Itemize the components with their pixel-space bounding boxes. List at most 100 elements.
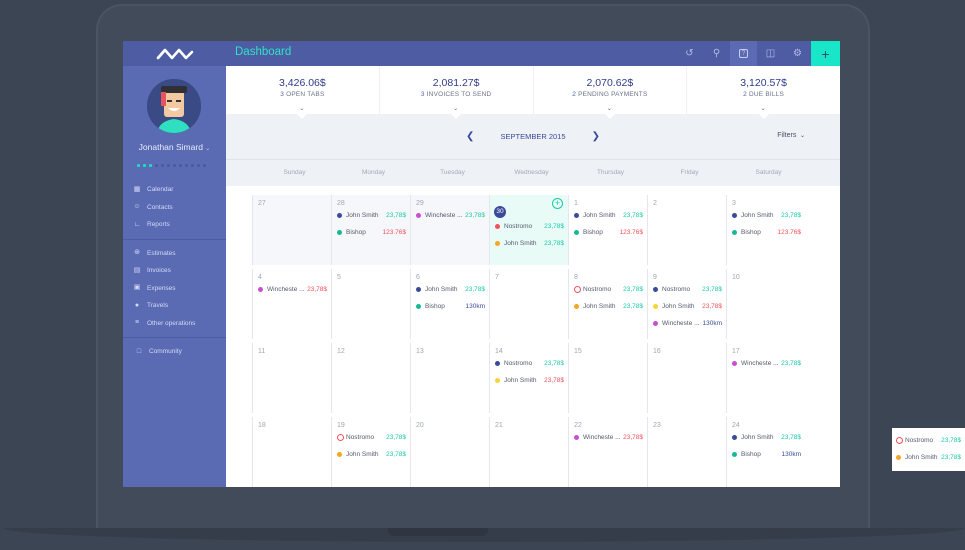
stat-due-bills[interactable]: 3,120.57$ 2 DUE BILLS ⌄ (687, 66, 840, 119)
filters-dropdown[interactable]: Filters ⌄ (777, 132, 805, 139)
calendar-event[interactable]: John Smith 23,78$ (495, 372, 568, 389)
page-dot[interactable] (185, 164, 188, 167)
calendar-event[interactable]: John Smith 23,78$ (337, 207, 410, 224)
calendar-day-cell[interactable]: 20 (410, 417, 489, 487)
calendar-day-cell[interactable]: 6 John Smith 23,78$ Bishop 130km (410, 269, 489, 339)
page-dot[interactable] (179, 164, 182, 167)
calendar-day-cell[interactable]: 24 John Smith 23,78$ Bishop 130km (726, 417, 805, 487)
calendar-event[interactable]: Bishop 123.76$ (337, 224, 410, 241)
calendar-day-cell[interactable]: 18 (252, 417, 331, 487)
calendar-day-cell[interactable]: 27 (252, 195, 331, 265)
sidebar-item-travels[interactable]: ● Travels (123, 297, 226, 315)
calendar-day-cell[interactable]: 16 (647, 343, 726, 413)
calendar-day-cell[interactable]: 14 Nostromo 23,78$ John Smith 23,78$ (489, 343, 568, 413)
avatar[interactable] (147, 79, 201, 133)
page-dot[interactable] (155, 164, 158, 167)
add-event-icon[interactable]: + (552, 198, 563, 209)
page-dot[interactable] (149, 164, 152, 167)
sidebar-item-invoices[interactable]: ▤ Invoices (123, 262, 226, 280)
user-name: Jonathan Simard (138, 142, 203, 152)
calendar-event[interactable]: Wincheste ... 23,78$ (574, 429, 647, 446)
calendar-day-cell[interactable]: +30 Nostromo 23,78$ John Smith 23,78$ (489, 195, 568, 265)
stat-open-tabs[interactable]: 3,426.06$ 3 OPEN TABS ⌄ (226, 66, 380, 119)
calendar-day-cell[interactable]: 12 (331, 343, 410, 413)
sidebar-item-community[interactable]: □ Community (123, 343, 226, 361)
calendar-event[interactable]: John Smith 23,78$ (574, 207, 647, 224)
calendar-event[interactable]: Wincheste ... 23,78$ (732, 355, 805, 372)
calendar-day-cell[interactable]: 3 John Smith 23,78$ Bishop 123.76$ (726, 195, 805, 265)
calendar-day-cell[interactable]: 21 (489, 417, 568, 487)
calendar-day-cell[interactable]: 17 Wincheste ... 23,78$ (726, 343, 805, 413)
prev-month-button[interactable]: ❮ (466, 131, 475, 142)
sidebar-item-calendar[interactable]: ▦ Calendar (123, 181, 226, 199)
logo[interactable] (123, 41, 226, 66)
calendar-day-cell[interactable]: 22 Wincheste ... 23,78$ (568, 417, 647, 487)
calendar-event[interactable]: John Smith 23,78$ (892, 449, 965, 466)
user-menu[interactable]: Jonathan Simard ⌄ (123, 142, 226, 152)
calendar-event[interactable]: Wincheste ... 23,78$ (416, 207, 489, 224)
calendar-day-cell[interactable]: 1 John Smith 23,78$ Bishop 123.76$ (568, 195, 647, 265)
calendar-event[interactable]: Wincheste ... 130km (653, 315, 726, 332)
calendar-day-cell[interactable]: 23 (647, 417, 726, 487)
calendar-event[interactable]: John Smith 23,78$ (732, 429, 805, 446)
calendar-event[interactable]: John Smith 23,78$ (732, 207, 805, 224)
page-dot[interactable] (137, 164, 140, 167)
calendar-event[interactable]: John Smith 23,78$ (416, 281, 489, 298)
calendar-day-cell[interactable]: 9 Nostromo 23,78$ John Smith 23,78$ Wincheste… (647, 269, 726, 339)
calendar-day-cell[interactable]: 11 (252, 343, 331, 413)
calendar-event[interactable]: Nostromo 23,78$ (495, 218, 568, 235)
calendar-day-cell[interactable]: 8 Nostromo 23,78$ John Smith 23,78$ (568, 269, 647, 339)
book-button[interactable]: ◫ (757, 41, 784, 66)
calendar-header: ❮ SEPTEMBER 2015 ❯ Filters ⌄ (226, 114, 840, 160)
sidebar-item-other-operations[interactable]: ≡ Other operations (123, 315, 226, 333)
history-button[interactable]: ↺ (676, 41, 703, 66)
calendar-day-cell[interactable]: 15 (568, 343, 647, 413)
event-amount: 23,78$ (386, 451, 406, 458)
calendar-event[interactable]: Nostromo 23,78$ (574, 281, 647, 298)
stat-pending-payments[interactable]: 2,070.62$ 2 PENDING PAYMENTS ⌄ (534, 66, 688, 119)
calendar-day-cell[interactable]: 7 (489, 269, 568, 339)
floating-event-card[interactable]: Nostromo 23,78$ John Smith 23,78$ (892, 428, 965, 471)
calendar-day-cell[interactable]: 2 (647, 195, 726, 265)
calendar-event[interactable]: Nostromo 23,78$ (892, 432, 965, 449)
sidebar-item-contacts[interactable]: ☺ Contacts (123, 199, 226, 217)
calendar-day-cell[interactable]: 29 Wincheste ... 23,78$ (410, 195, 489, 265)
page-dot[interactable] (197, 164, 200, 167)
calendar-event[interactable]: Nostromo 23,78$ (495, 355, 568, 372)
sidebar-item-reports[interactable]: ∟ Reports (123, 216, 226, 234)
calendar-day-cell[interactable]: 13 (410, 343, 489, 413)
event-amount: 123.76$ (619, 229, 644, 236)
page-dot[interactable] (191, 164, 194, 167)
calendar-event[interactable]: John Smith 23,78$ (495, 235, 568, 252)
calendar-event[interactable]: John Smith 23,78$ (337, 446, 410, 463)
calendar-event[interactable]: John Smith 23,78$ (574, 298, 647, 315)
search-button[interactable]: ⚲ (703, 41, 730, 66)
page-dot[interactable] (161, 164, 164, 167)
calendar-day-cell[interactable]: 5 (331, 269, 410, 339)
page-dot[interactable] (173, 164, 176, 167)
calendar-event[interactable]: Wincheste ... 23,78$ (258, 281, 331, 298)
calendar-day-cell[interactable]: 28 John Smith 23,78$ Bishop 123.76$ (331, 195, 410, 265)
settings-button[interactable]: ⚙ (784, 41, 811, 66)
calendar-event[interactable]: Bishop 123.76$ (574, 224, 647, 241)
summary-stats: 3,426.06$ 3 OPEN TABS ⌄ 2,081.27$ 3 INVO… (226, 66, 840, 119)
next-month-button[interactable]: ❯ (591, 131, 600, 142)
help-button[interactable]: ? (730, 41, 757, 66)
add-button[interactable]: + (811, 41, 840, 66)
calendar-event[interactable]: Nostromo 23,78$ (337, 429, 410, 446)
page-dot[interactable] (203, 164, 206, 167)
page-dot[interactable] (167, 164, 170, 167)
page-dot[interactable] (143, 164, 146, 167)
calendar-event[interactable]: Bishop 130km (732, 446, 805, 463)
calendar-event[interactable]: Nostromo 23,78$ (653, 281, 726, 298)
calendar-day-cell[interactable]: 10 (726, 269, 805, 339)
calendar-day-cell[interactable]: 4 Wincheste ... 23,78$ (252, 269, 331, 339)
calendar-event[interactable]: John Smith 23,78$ (653, 298, 726, 315)
sidebar-item-estimates[interactable]: ⊛ Estimates (123, 245, 226, 263)
weekday-label: Sunday (283, 169, 306, 176)
calendar-event[interactable]: Bishop 130km (416, 298, 489, 315)
calendar-event[interactable]: Bishop 123.76$ (732, 224, 805, 241)
stat-invoices-to-send[interactable]: 2,081.27$ 3 INVOICES TO SEND ⌄ (380, 66, 534, 119)
calendar-day-cell[interactable]: 19 Nostromo 23,78$ John Smith 23,78$ (331, 417, 410, 487)
sidebar-item-expenses[interactable]: ▣ Expenses (123, 280, 226, 298)
